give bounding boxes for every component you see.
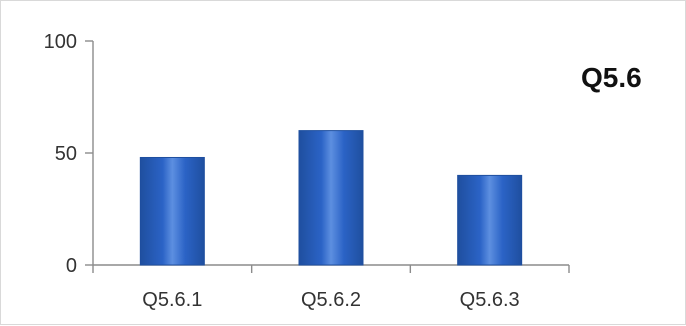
x-tick-label: Q5.6.3 (460, 289, 520, 311)
chart-title: Q5.6 (581, 62, 642, 93)
x-tick-label: Q5.6.2 (301, 289, 361, 311)
bar-q5-6-3 (457, 174, 523, 266)
y-tick-label: 100 (44, 31, 77, 53)
x-tick-label: Q5.6.1 (142, 289, 202, 311)
y-tick-label: 0 (66, 255, 77, 277)
label-layer: 0 50 100 Q5.6.1 Q5.6.2 Q5.6.3 (44, 31, 520, 311)
bar-q5-6-1 (139, 156, 205, 266)
bar-layer (139, 130, 523, 266)
y-tick-label: 50 (55, 143, 77, 165)
bar-q5-6-2 (298, 130, 364, 266)
